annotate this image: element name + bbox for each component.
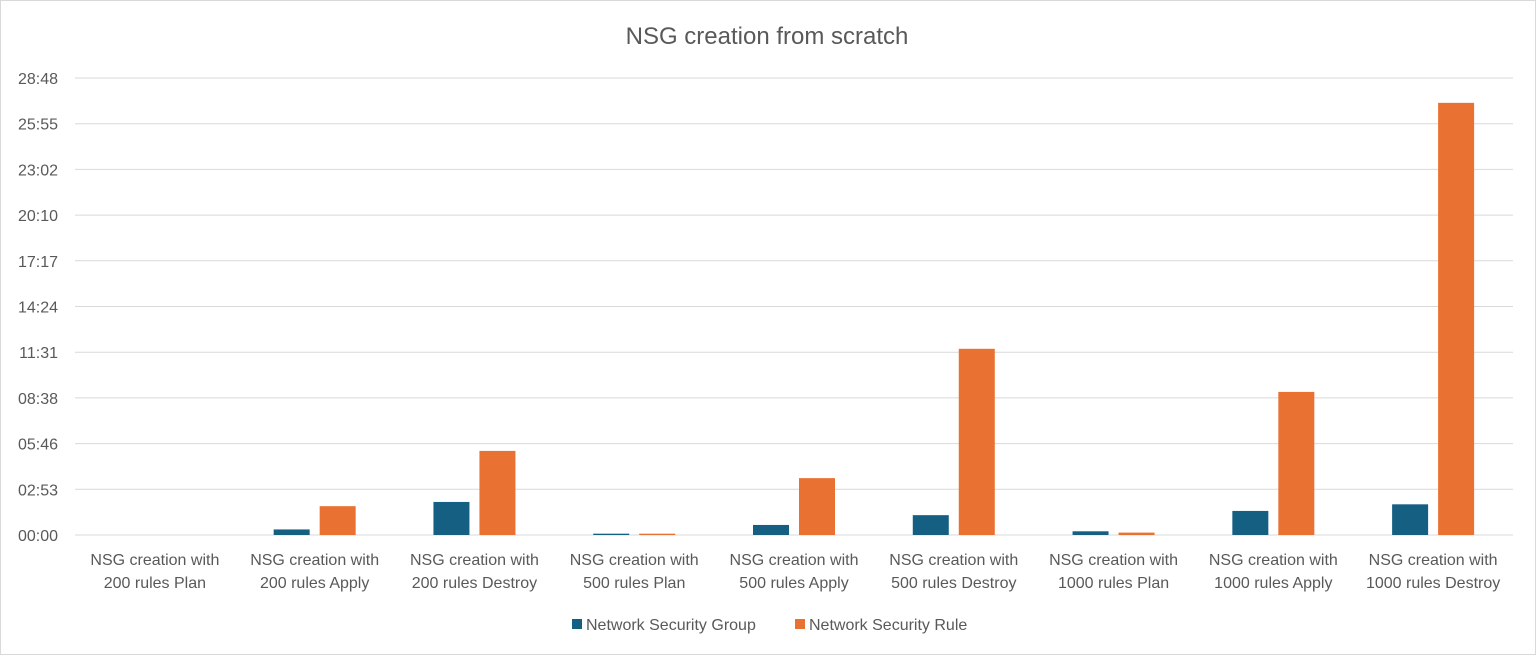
bar-network-security-rule (479, 450, 516, 535)
bar-network-security-group (1072, 531, 1109, 535)
bar-network-security-rule (319, 506, 356, 535)
bar-network-security-group (273, 529, 310, 535)
bar-network-security-rule (1278, 391, 1315, 535)
legend-label: Network Security Group (586, 617, 756, 634)
bar-network-security-group (1392, 504, 1429, 535)
legend-swatch (572, 619, 582, 629)
legend-swatch (795, 619, 805, 629)
bar-network-security-group (912, 515, 949, 535)
bar-network-security-group (433, 501, 470, 535)
bar-network-security-rule (1118, 532, 1155, 535)
x-category-label: NSG creation with 1000 rules Plan (1049, 552, 1178, 592)
bar-network-security-group (753, 524, 789, 535)
x-axis-labels: NSG creation with 200 rules Plan NSG creat… (90, 552, 1500, 592)
y-tick-label: 25:55 (18, 117, 58, 134)
bar-network-security-rule (1438, 102, 1475, 535)
x-category-label: NSG creation with 500 rules Destroy (889, 552, 1018, 592)
bar-network-security-rule (958, 348, 995, 535)
legend-label: Network Security Rule (809, 617, 967, 634)
y-axis-ticks: 00:00 02:53 05:46 08:38 11:31 14:24 17:17 20:10… (18, 71, 58, 545)
bar-network-security-group (593, 533, 630, 535)
y-tick-label: 17:17 (18, 254, 58, 271)
y-tick-label: 08:38 (18, 391, 58, 408)
y-tick-label: 14:24 (18, 300, 58, 317)
x-category-label: NSG creation with 200 rules Plan (90, 552, 219, 592)
gridlines (75, 77, 1513, 536)
x-category-label: NSG creation with 1000 rules Apply (1209, 552, 1338, 592)
x-category-label: NSG creation with 1000 rules Destroy (1366, 552, 1500, 592)
y-tick-label: 02:53 (18, 482, 58, 499)
y-tick-label: 00:00 (18, 528, 58, 545)
legend: Network Security Group Network Security R… (572, 617, 967, 634)
bar-network-security-rule (799, 478, 835, 535)
y-tick-label: 23:02 (18, 162, 58, 179)
bars (273, 102, 1475, 535)
x-category-label: NSG creation with 200 rules Apply (250, 552, 379, 592)
y-tick-label: 05:46 (18, 437, 58, 454)
y-tick-label: 11:31 (19, 345, 58, 362)
bar-network-security-group (1232, 510, 1269, 535)
chart-title: NSG creation from scratch (626, 23, 909, 50)
y-tick-label: 28:48 (18, 71, 58, 88)
y-tick-label: 20:10 (18, 208, 58, 225)
legend-item-network-security-rule: Network Security Rule (795, 617, 967, 634)
x-category-label: NSG creation with 500 rules Plan (570, 552, 699, 592)
x-category-label: NSG creation with 500 rules Apply (730, 552, 859, 592)
legend-item-network-security-group: Network Security Group (572, 617, 756, 634)
bar-network-security-rule (639, 533, 676, 535)
x-category-label: NSG creation with 200 rules Destroy (410, 552, 539, 592)
